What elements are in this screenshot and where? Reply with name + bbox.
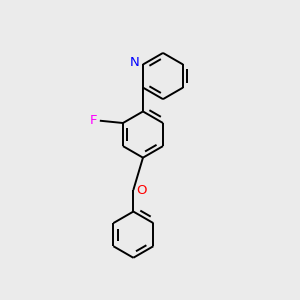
Text: O: O (136, 184, 147, 196)
Text: N: N (130, 56, 140, 70)
Text: F: F (89, 114, 97, 127)
